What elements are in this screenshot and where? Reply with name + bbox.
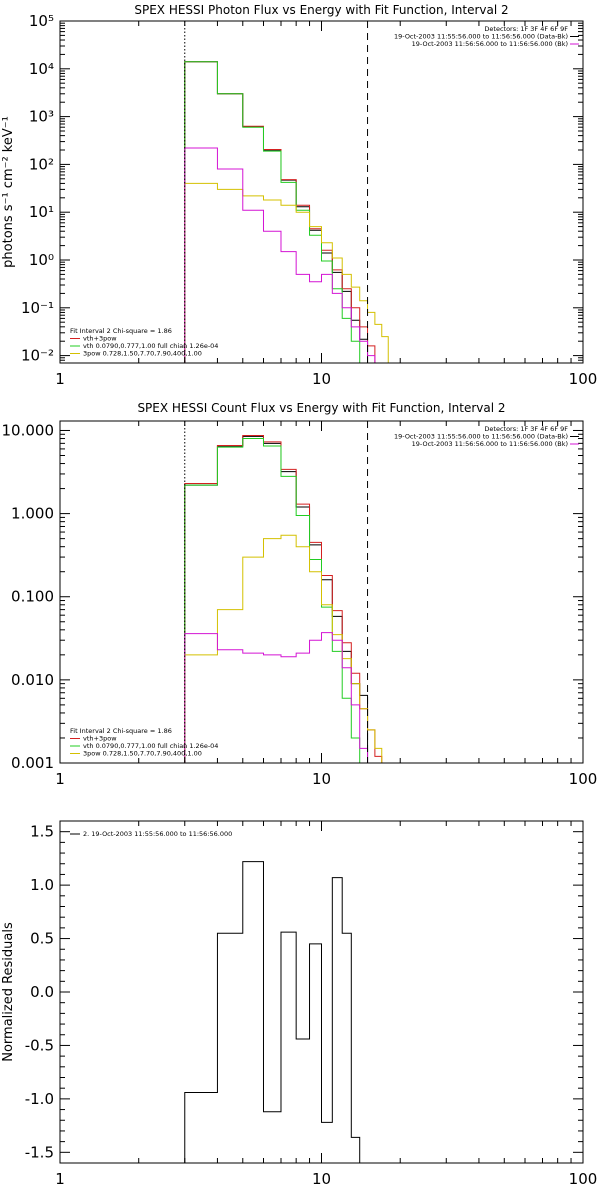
- y-tick-label: 0.0: [30, 983, 54, 1001]
- y-tick-label: 1.0: [30, 876, 54, 894]
- y-tick-label: 0.001: [11, 754, 54, 772]
- residuals-chart: 1 10 100 -1.5 -1.0 -0.5 0.0 0.5 1.0 1.5 Normalized…: [1, 820, 597, 1188]
- legend-entry: Detectors: 1F 3F 4F 6F 9F: [484, 25, 568, 33]
- x-tick-label: 100: [569, 370, 598, 388]
- y-tick-label: 10⁻²: [21, 347, 54, 365]
- x-tick-label: 1: [55, 370, 65, 388]
- y-tick-label: 10⁵: [29, 12, 54, 30]
- y-tick-label: 1.5: [30, 823, 54, 841]
- y-axis: 0.001 0.010 0.100 1.000 10.000: [2, 421, 583, 772]
- y-tick-label: -1.5: [25, 1143, 54, 1161]
- series-line-4: [184, 147, 382, 363]
- y-axis-label: photons s⁻¹ cm⁻² keV⁻¹: [1, 116, 16, 268]
- x-tick-label: 10: [312, 1170, 331, 1188]
- y-tick-label: 10⁴: [29, 60, 54, 78]
- y-tick-label: -0.5: [25, 1036, 54, 1054]
- x-tick-label: 10: [312, 770, 331, 788]
- series-line-3: [184, 534, 389, 763]
- legend-entry: Detectors: 1F 3F 4F 6F 9F: [484, 425, 568, 433]
- legend-entry: Fit Interval 2 Chi-square = 1.86: [70, 327, 172, 335]
- series-line-4: [184, 632, 369, 763]
- series-group: [184, 61, 389, 363]
- y-tick-label: 0.5: [30, 930, 54, 948]
- series-line-3: [184, 182, 389, 363]
- x-tick-label: 100: [569, 1170, 598, 1188]
- legend-entry: 19-Oct-2003 11:55:56.000 to 11:56:56.000…: [394, 433, 568, 441]
- y-tick-label: 0.010: [11, 671, 54, 689]
- series-line-0: [184, 61, 369, 363]
- y-tick-label: 1.000: [11, 505, 54, 523]
- legend-entry: 3pow 0.728,1.50,7.70,7.90,400,1.00: [83, 350, 202, 358]
- series-group: [184, 861, 368, 1163]
- legend-entry: 19-Oct-2003 11:56:56.000 to 11:56:56.000…: [412, 40, 568, 48]
- series-line-1: [184, 61, 382, 363]
- chart-title: SPEX HESSI Photon Flux vs Energy with Fi…: [134, 3, 508, 17]
- plot-frame: [59, 20, 584, 364]
- chart-title: SPEX HESSI Count Flux vs Energy with Fit…: [137, 401, 505, 415]
- legend-entry: vth 0.0790,0.777,1.00 full chian 1.26e-0…: [83, 342, 218, 350]
- legend-entry: 19-Oct-2003 11:56:56.000 to 11:56:56.000…: [412, 440, 568, 448]
- legend-entry: vth 0.0790,0.777,1.00 full chian 1.26e-0…: [83, 742, 218, 750]
- legend-entry: 3pow 0.728,1.50,7.70,7.90,400,1.00: [83, 750, 202, 758]
- x-axis: 1 10 100: [55, 21, 597, 388]
- y-tick-label: 0.100: [11, 588, 54, 606]
- x-tick-label: 1: [55, 1170, 65, 1188]
- y-tick-label: 10¹: [29, 203, 54, 221]
- x-tick-label: 1: [55, 770, 65, 788]
- y-tick-label: -1.0: [25, 1090, 54, 1108]
- y-tick-label: 10.000: [2, 421, 55, 439]
- count-flux-chart: 1 10 100 0.001 0.010 0.100 1.000 10.000 SPEX HES…: [2, 401, 598, 788]
- legend-entry: vth+3pow: [83, 735, 117, 743]
- y-axis: -1.5 -1.0 -0.5 0.0 0.5 1.0 1.5: [25, 820, 583, 1164]
- legend-entry: vth+3pow: [83, 335, 117, 343]
- legend-entry: 2. 19-Oct-2003 11:55:56.000 to 11:56:56.…: [83, 830, 232, 838]
- x-axis: 1 10 100: [55, 421, 597, 788]
- x-tick-label: 100: [569, 770, 598, 788]
- series-line-2: [184, 61, 368, 363]
- photon-flux-chart: 1 10 100 10⁻² 10⁻¹ 10⁰ 10¹ 10² 10³ 10⁴ 10⁵ SPEX HES…: [1, 3, 597, 388]
- y-tick-label: 10⁻¹: [21, 299, 54, 317]
- y-tick-label: 10³: [29, 108, 54, 126]
- series-group: [184, 435, 389, 763]
- x-tick-label: 10: [312, 370, 331, 388]
- y-axis-label: Normalized Residuals: [1, 922, 16, 1062]
- series-line-2: [184, 438, 368, 763]
- y-tick-label: 10²: [29, 155, 54, 173]
- series-line-0: [184, 861, 368, 1163]
- series-line-1: [184, 435, 383, 763]
- legend-entry: 19-Oct-2003 11:55:56.000 to 11:56:56.000…: [394, 33, 568, 41]
- y-axis: 10⁻² 10⁻¹ 10⁰ 10¹ 10² 10³ 10⁴ 10⁵: [21, 12, 583, 365]
- y-tick-label: 10⁰: [29, 251, 54, 269]
- x-axis: 1 10 100: [55, 821, 597, 1188]
- legend-entry: Fit Interval 2 Chi-square = 1.86: [70, 727, 172, 735]
